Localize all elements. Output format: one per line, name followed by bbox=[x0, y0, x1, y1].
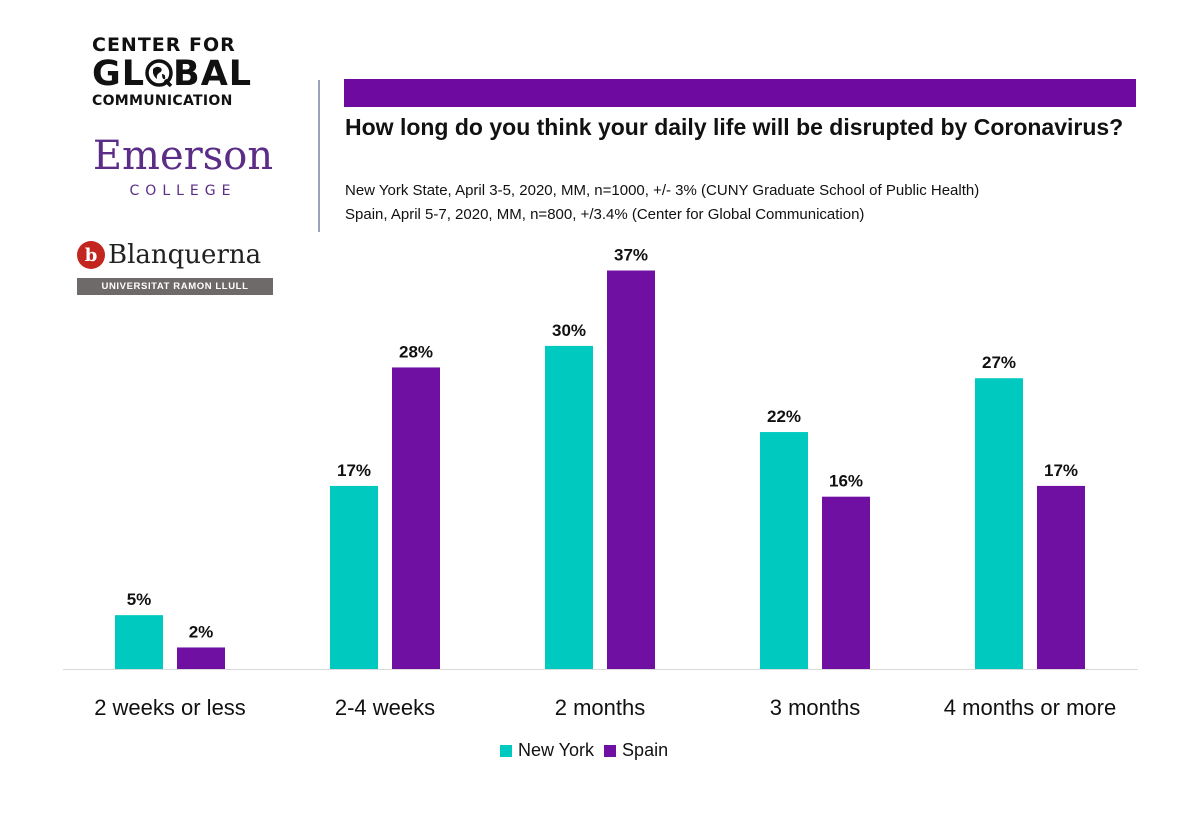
emerson-logo-name: Emerson bbox=[92, 133, 274, 179]
bar-new-york bbox=[115, 615, 163, 669]
data-label-spain: 28% bbox=[399, 342, 433, 361]
category-label: 2 months bbox=[555, 695, 646, 720]
bar-spain bbox=[392, 367, 440, 669]
category-label: 2 weeks or less bbox=[94, 695, 246, 720]
cgc-logo-line2: GL BAL bbox=[92, 56, 267, 92]
category-label: 3 months bbox=[770, 695, 861, 720]
blanquerna-mark-icon: b bbox=[77, 241, 105, 269]
bar-new-york bbox=[330, 485, 378, 669]
chart-subtitle-ny: New York State, April 3-5, 2020, MM, n=1… bbox=[345, 182, 980, 199]
data-label-spain: 16% bbox=[829, 472, 863, 491]
bar-new-york bbox=[545, 345, 593, 669]
data-label-new-york: 30% bbox=[552, 321, 586, 340]
header-accent-bar bbox=[344, 79, 1136, 107]
cgc-logo-line1: CENTER FOR bbox=[92, 34, 236, 56]
category-label: 4 months or more bbox=[944, 695, 1116, 720]
legend-item-new-york: New York bbox=[500, 740, 594, 761]
cgc-logo-line3: COMMUNICATION bbox=[92, 93, 233, 109]
cgc-logo: CENTER FOR GL BAL COMMUNICATION bbox=[92, 34, 267, 110]
blanquerna-logo-name: Blanquerna bbox=[108, 240, 262, 270]
data-label-spain: 17% bbox=[1044, 461, 1078, 480]
legend-item-spain: Spain bbox=[604, 740, 668, 761]
globe-icon bbox=[145, 59, 173, 87]
chart-title: How long do you think your daily life wi… bbox=[345, 114, 1124, 140]
blanquerna-logo-bar: UNIVERSITAT RAMON LLULL bbox=[77, 278, 273, 295]
data-label-new-york: 17% bbox=[337, 461, 371, 480]
bar-new-york bbox=[760, 432, 808, 669]
data-label-spain: 37% bbox=[614, 246, 648, 265]
emerson-logo-sub: COLLEGE bbox=[129, 183, 237, 199]
blanquerna-logo: b Blanquerna UNIVERSITAT RAMON LLULL bbox=[77, 236, 277, 295]
bar-spain bbox=[607, 270, 655, 669]
blanquerna-logo-row: b Blanquerna bbox=[77, 236, 277, 274]
legend-swatch-spain bbox=[604, 744, 617, 757]
bar-spain bbox=[822, 496, 870, 669]
chart-legend: New York Spain bbox=[500, 740, 678, 761]
legend-label-spain: Spain bbox=[622, 740, 669, 760]
data-label-new-york: 22% bbox=[767, 407, 801, 426]
chart-subtitle-spain: Spain, April 5-7, 2020, MM, n=800, +/3.4… bbox=[345, 206, 865, 223]
data-label-new-york: 27% bbox=[982, 353, 1016, 372]
legend-label-new-york: New York bbox=[518, 740, 595, 760]
vertical-divider bbox=[318, 80, 320, 232]
bar-spain bbox=[177, 647, 225, 669]
data-label-new-york: 5% bbox=[127, 590, 152, 609]
bar-spain bbox=[1037, 485, 1085, 669]
legend-swatch-new-york bbox=[500, 744, 512, 757]
data-label-spain: 2% bbox=[189, 622, 214, 641]
cgc-logo-bal: BAL bbox=[173, 54, 253, 94]
emerson-logo: Emerson COLLEGE bbox=[78, 133, 288, 203]
cgc-logo-gl: GL bbox=[92, 54, 146, 94]
bar-new-york bbox=[975, 378, 1023, 669]
category-label: 2-4 weeks bbox=[335, 695, 435, 720]
